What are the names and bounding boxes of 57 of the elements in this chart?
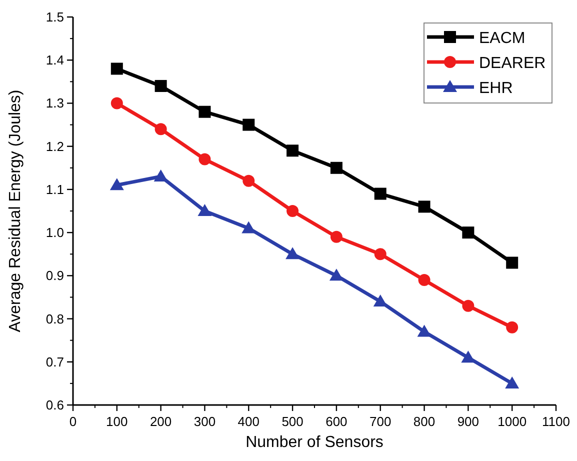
point [154,80,167,92]
point [286,205,299,217]
y-tick-label: 1.0 [46,225,64,240]
point [374,188,386,200]
x-tick-label: 100 [106,414,128,429]
x-tick-label: 600 [326,414,348,429]
point [110,62,123,75]
point [329,268,344,281]
y-tick-label: 1.3 [46,96,64,111]
point [242,118,255,131]
x-tick-label: 800 [413,414,436,429]
y-tick-label: 1.5 [46,10,64,24]
point [198,153,211,166]
y-tick-label: 1.4 [46,52,64,68]
point [374,248,386,260]
x-tick-label: 200 [150,414,172,429]
y-tick-label: 0.8 [46,311,64,326]
point [242,221,256,234]
legend-label: EHR [479,80,513,97]
point [418,200,430,213]
x-tick-label: 700 [370,414,392,429]
point [110,178,124,190]
point [462,226,474,239]
point [198,204,212,216]
legend-label: DEARER [479,55,546,72]
point [198,106,211,118]
point [286,144,299,157]
point [330,230,342,243]
point [286,247,300,260]
point [505,376,520,388]
x-tick-label: 500 [282,414,304,429]
x-tick-label: 400 [238,414,260,429]
x-tick-label: 0 [69,414,77,429]
y-tick-label: 0.6 [46,398,64,412]
point [418,274,430,286]
x-tick-label: 900 [457,414,480,429]
point [373,294,388,307]
point [330,162,342,174]
x-tick-label: 1100 [542,414,570,429]
point [110,97,123,110]
point [154,170,168,182]
point [154,123,167,136]
y-tick-label: 0.7 [46,354,64,370]
point [417,324,432,337]
x-axis-title: Number of Sensors [246,434,384,451]
y-tick-label: 1.1 [46,182,64,197]
y-tick-label: 0.9 [46,268,64,284]
y-tick-label: 1.2 [46,138,64,154]
y-axis-title: Average Residual Energy (Joules) [7,90,24,332]
point [506,256,518,269]
legend-label: EACM [479,30,526,47]
point [461,350,476,363]
point [462,300,474,312]
point [506,321,518,334]
point [242,174,255,187]
x-tick-label: 1000 [498,414,527,429]
x-tick-label: 300 [194,414,216,429]
